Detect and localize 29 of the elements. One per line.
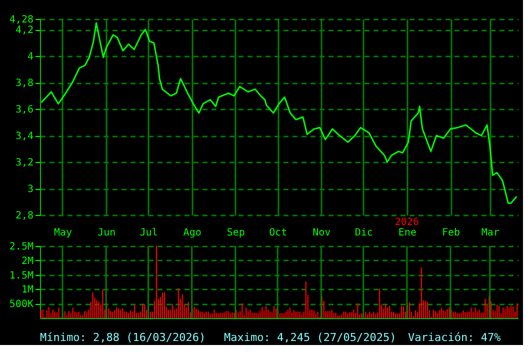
x-tick-label: Sep [226,228,245,238]
x-tick-label: Oct [269,228,288,238]
y-tick-label: 3,6 [15,104,34,116]
text: Maximo: 4,245 (27/05/2025) [224,331,396,344]
text: Variación: 47% [408,331,502,344]
x-tick-label: Ago [183,228,202,238]
y-tick-label: 3,2 [15,158,34,169]
y-tick-label: 4,28 [9,14,34,26]
y-tick-label: 2.5M [9,242,34,252]
y-tick-label: 500K [9,299,34,310]
text: Mínimo: 2,88 (16/03/2026) [40,331,206,344]
y-tick-label: 4,2 [15,25,34,36]
x-tick-label: Feb [442,228,460,238]
y-tick-label: 4 [27,52,34,63]
y-tick-label: 3,4 [15,131,34,142]
y-tick-label: 3,8 [15,78,34,90]
x-tick-label: May [54,228,72,238]
y-tick-label: 1M [21,284,34,296]
y-tick-label: 2,8 [15,210,34,222]
x-tick-label: Dic [354,228,373,238]
y-tick-label: 2M [21,256,34,267]
x-tick-label: Jun [98,228,116,238]
y-tick-label: 1.5M [9,270,34,282]
y-tick-label: 3 [27,184,34,196]
x-tick-label: Ene [398,228,416,238]
x-tick-label: Jul [140,228,158,238]
x-tick-label: Mar [481,228,500,238]
text: 2026 [394,217,419,228]
x-tick-label: Nov [312,228,331,238]
